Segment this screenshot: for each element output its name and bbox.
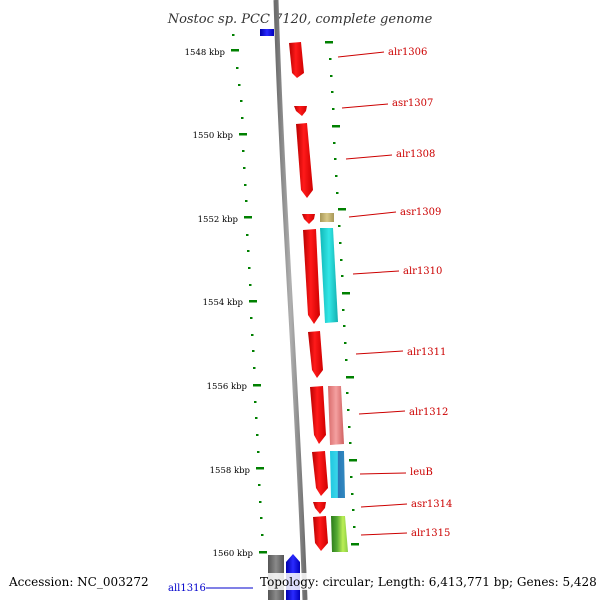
gene-arrow-red[interactable]	[303, 229, 320, 324]
gene-arrow-red[interactable]	[312, 451, 328, 496]
left-ruler-major-ticks	[231, 49, 267, 554]
gene-asr1307[interactable]: asr1307	[294, 98, 433, 116]
gene-label[interactable]: asr1307	[392, 98, 433, 109]
leader-line	[355, 350, 404, 355]
genome-backbone	[273, 0, 308, 600]
gene-arrow-red[interactable]	[302, 214, 315, 224]
topology-text: Topology: circular; Length: 6,413,771 bp…	[260, 575, 597, 589]
gene-arrow-red[interactable]	[310, 386, 326, 444]
leader-line	[358, 410, 406, 415]
ruler-label: 1550 kbp	[193, 131, 234, 141]
gene-asr1314[interactable]: asr1314	[313, 499, 452, 514]
right-ruler-dots	[329, 58, 356, 528]
gene-arrow-red[interactable]	[308, 331, 323, 378]
ruler-label: 1548 kbp	[185, 48, 226, 58]
gene-annotation-box[interactable]	[320, 228, 338, 323]
gene-label[interactable]: alr1311	[407, 347, 446, 358]
gene-alr1312[interactable]: alr1312	[310, 386, 448, 445]
ruler-label: 1556 kbp	[207, 382, 248, 392]
gene-label[interactable]: asr1309	[400, 207, 441, 218]
ruler-label: 1554 kbp	[203, 298, 244, 308]
gene-leuB[interactable]: leuB	[312, 451, 433, 498]
left-ruler-dots	[232, 34, 264, 536]
leader-line	[359, 472, 407, 475]
leader-line	[341, 103, 389, 109]
gene-label[interactable]: alr1310	[403, 266, 442, 277]
ruler-label: 1560 kbp	[213, 549, 254, 559]
leader-line	[352, 270, 400, 275]
accession-text: Accession: NC_003272	[8, 575, 149, 589]
gene-label[interactable]: asr1314	[411, 499, 452, 510]
gene-alr1310[interactable]: alr1310	[303, 228, 442, 324]
gene-arrow-red[interactable]	[289, 42, 304, 78]
gene-arrow-red[interactable]	[313, 516, 328, 551]
gene-alr1306[interactable]: alr1306	[289, 42, 427, 78]
gene-label[interactable]: alr1315	[411, 528, 450, 539]
gene-arrow-red[interactable]	[294, 106, 307, 116]
gene-annotation-box[interactable]	[320, 213, 334, 222]
ruler-label: 1552 kbp	[198, 215, 239, 225]
leader-line	[348, 211, 397, 218]
ruler-label: 1558 kbp	[210, 466, 251, 476]
gene-label[interactable]: leuB	[410, 467, 433, 478]
right-ruler-major-ticks	[325, 41, 359, 546]
partial-gene-top	[260, 29, 274, 36]
topology-backdrop	[258, 573, 592, 590]
gene-alr1315[interactable]: alr1315	[313, 516, 450, 552]
gene-annotation-box[interactable]	[331, 516, 348, 552]
gene-asr1309[interactable]: asr1309	[302, 207, 441, 224]
leader-line	[360, 532, 408, 536]
gene-arrow-red[interactable]	[296, 123, 313, 198]
gene-alr1308[interactable]: alr1308	[296, 123, 435, 198]
gene-label[interactable]: alr1306	[388, 47, 427, 58]
gene-label[interactable]: all1316	[168, 583, 206, 594]
gene-annotation-box[interactable]	[328, 386, 344, 445]
gene-annotation-box[interactable]	[330, 451, 345, 498]
leader-line	[345, 154, 393, 160]
gene-alr1311[interactable]: alr1311	[308, 331, 446, 378]
gene-label[interactable]: alr1308	[396, 149, 435, 160]
gene-arrow-red[interactable]	[313, 502, 326, 514]
leader-line	[337, 51, 385, 58]
leader-line	[360, 503, 408, 508]
gene-label[interactable]: alr1312	[409, 407, 448, 418]
map-title: Nostoc sp. PCC 7120, complete genome	[167, 12, 433, 27]
